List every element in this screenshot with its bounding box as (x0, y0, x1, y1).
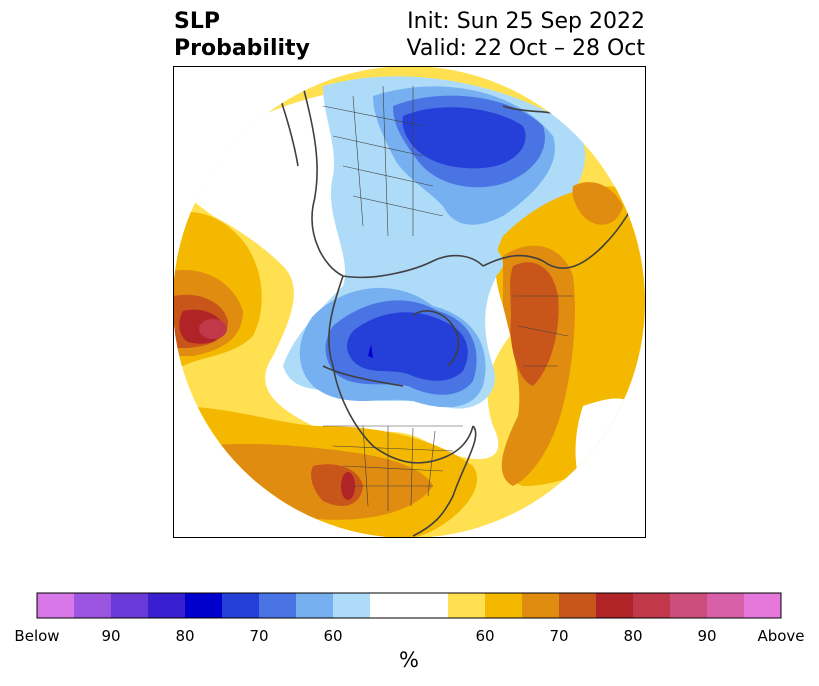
colorbar-segment-below-6 (259, 593, 296, 618)
colorbar-segment-above-3 (559, 593, 596, 618)
colorbar-segment-above-0 (448, 593, 485, 618)
colorbar-tick-label: 80 (175, 627, 195, 645)
colorbar-segment-below-3 (148, 593, 185, 618)
colorbar-segment-neutral (370, 593, 448, 618)
colorbar-segment-above-6 (670, 593, 707, 618)
variable-label: SLP (174, 9, 220, 34)
title-left: SLP Probability (174, 8, 310, 62)
colorbar-segment-below-4 (185, 593, 222, 618)
colorbar-segment-above-4 (596, 593, 633, 618)
colorbar-segment-above-7 (707, 593, 744, 618)
colorbar-tick-label: 90 (697, 627, 717, 645)
colorbar-segment-above-5 (633, 593, 670, 618)
colorbar-segment-below-2 (111, 593, 148, 618)
political-borders (322, 85, 573, 511)
init-date-label: Init: Sun 25 Sep 2022 (407, 9, 645, 34)
colorbar-segment-below-0 (37, 593, 74, 618)
colorbar-segment-above-2 (522, 593, 559, 618)
product-label: Probability (174, 36, 310, 61)
colorbar (36, 592, 782, 619)
coastlines (272, 75, 644, 537)
colorbar-tick-label: 70 (249, 627, 269, 645)
colorbar-unit: % (399, 648, 419, 672)
probability-map (173, 66, 646, 538)
colorbar-segment-below-7 (296, 593, 333, 618)
colorbar-segment-above-1 (485, 593, 522, 618)
colorbar-tick-label: 70 (549, 627, 569, 645)
probability-field (173, 66, 645, 538)
colorbar-segment-below-8 (333, 593, 370, 618)
colorbar-tick-label: Above (757, 627, 805, 645)
title-right: Init: Sun 25 Sep 2022 Valid: 22 Oct – 28… (407, 8, 645, 62)
colorbar-tick-label: 60 (475, 627, 495, 645)
colorbar-segment-below-1 (74, 593, 111, 618)
colorbar-tick-label: Below (14, 627, 60, 645)
colorbar-tick-label: 60 (323, 627, 343, 645)
map-frame (173, 66, 646, 538)
colorbar-segment-above-8 (744, 593, 781, 618)
colorbar-tick-label: 80 (623, 627, 643, 645)
colorbar-frame (36, 592, 782, 619)
colorbar-segment-below-5 (222, 593, 259, 618)
colorbar-tick-label: 90 (101, 627, 121, 645)
valid-range-label: Valid: 22 Oct – 28 Oct (406, 36, 645, 61)
